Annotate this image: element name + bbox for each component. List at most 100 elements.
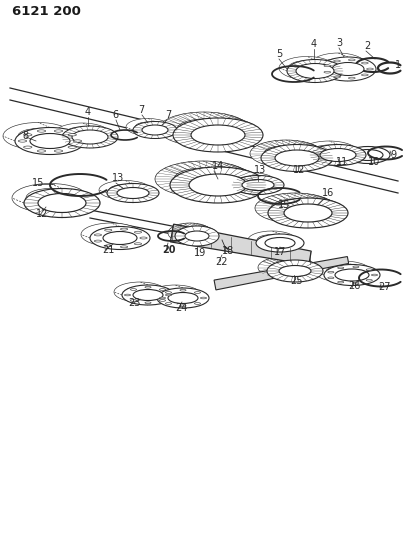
Ellipse shape <box>99 181 151 199</box>
Ellipse shape <box>54 130 63 132</box>
Ellipse shape <box>232 175 284 195</box>
Text: 4: 4 <box>311 39 317 49</box>
Ellipse shape <box>256 234 304 252</box>
Ellipse shape <box>12 183 88 213</box>
Ellipse shape <box>133 289 163 301</box>
Text: 17: 17 <box>274 247 286 257</box>
Ellipse shape <box>270 262 302 273</box>
Ellipse shape <box>94 228 128 241</box>
Ellipse shape <box>117 188 149 198</box>
Text: 13: 13 <box>254 165 266 175</box>
Ellipse shape <box>255 193 335 223</box>
Text: 11: 11 <box>336 157 348 167</box>
Ellipse shape <box>361 62 368 64</box>
Ellipse shape <box>160 297 166 299</box>
Text: 12: 12 <box>293 165 305 175</box>
Ellipse shape <box>165 303 172 304</box>
Ellipse shape <box>265 238 295 248</box>
Ellipse shape <box>320 57 376 81</box>
Ellipse shape <box>310 144 366 166</box>
Ellipse shape <box>271 199 319 217</box>
Ellipse shape <box>279 56 335 79</box>
Ellipse shape <box>140 237 147 239</box>
Ellipse shape <box>338 267 344 269</box>
Ellipse shape <box>131 300 137 301</box>
Ellipse shape <box>103 231 137 245</box>
Ellipse shape <box>178 228 202 238</box>
Ellipse shape <box>18 140 27 142</box>
Ellipse shape <box>168 293 198 303</box>
Ellipse shape <box>275 150 319 166</box>
Ellipse shape <box>30 133 70 149</box>
Ellipse shape <box>348 59 355 61</box>
Ellipse shape <box>126 118 170 135</box>
Text: 7: 7 <box>138 105 144 115</box>
Ellipse shape <box>367 68 373 70</box>
Ellipse shape <box>160 289 166 290</box>
Ellipse shape <box>322 59 354 71</box>
Ellipse shape <box>94 234 102 236</box>
Text: 12: 12 <box>36 209 49 219</box>
Ellipse shape <box>38 193 86 213</box>
Ellipse shape <box>149 285 201 305</box>
Ellipse shape <box>120 246 128 248</box>
Ellipse shape <box>107 183 159 203</box>
Ellipse shape <box>37 150 46 152</box>
Ellipse shape <box>311 145 347 158</box>
Ellipse shape <box>287 60 343 83</box>
Ellipse shape <box>15 127 85 155</box>
Text: 8: 8 <box>22 131 28 141</box>
Ellipse shape <box>170 167 266 203</box>
Ellipse shape <box>157 288 209 308</box>
Ellipse shape <box>120 228 128 230</box>
Ellipse shape <box>353 149 383 160</box>
Ellipse shape <box>114 282 166 302</box>
Ellipse shape <box>189 174 247 196</box>
Ellipse shape <box>18 128 58 143</box>
Text: 14: 14 <box>212 161 224 171</box>
Ellipse shape <box>125 287 155 297</box>
Ellipse shape <box>73 140 82 142</box>
Text: 6121 200: 6121 200 <box>12 5 81 18</box>
Ellipse shape <box>248 231 296 249</box>
Text: 15: 15 <box>32 178 44 188</box>
Ellipse shape <box>324 264 380 286</box>
Text: 20: 20 <box>162 245 175 255</box>
Ellipse shape <box>191 125 245 145</box>
Ellipse shape <box>324 71 331 73</box>
Ellipse shape <box>320 149 356 161</box>
Ellipse shape <box>131 289 137 290</box>
Ellipse shape <box>24 146 32 148</box>
Ellipse shape <box>261 144 333 172</box>
Ellipse shape <box>371 274 377 276</box>
Ellipse shape <box>68 146 76 148</box>
Ellipse shape <box>310 53 366 77</box>
Ellipse shape <box>334 76 340 78</box>
Ellipse shape <box>3 123 73 149</box>
Ellipse shape <box>135 122 161 132</box>
Text: 15: 15 <box>278 200 290 210</box>
Text: 5: 5 <box>276 49 282 59</box>
Ellipse shape <box>134 231 142 233</box>
Text: 23: 23 <box>128 298 140 308</box>
Ellipse shape <box>104 245 112 247</box>
Text: 1: 1 <box>395 60 401 70</box>
Text: 2: 2 <box>364 41 370 51</box>
Ellipse shape <box>72 130 108 144</box>
Ellipse shape <box>268 198 348 228</box>
Ellipse shape <box>159 112 249 146</box>
Ellipse shape <box>155 161 251 197</box>
Ellipse shape <box>180 289 186 291</box>
Ellipse shape <box>353 266 359 268</box>
Text: 25: 25 <box>290 276 302 286</box>
Ellipse shape <box>90 227 150 249</box>
Text: 3: 3 <box>336 38 342 48</box>
Ellipse shape <box>177 119 231 139</box>
Ellipse shape <box>165 294 172 296</box>
Ellipse shape <box>324 65 331 67</box>
Text: 22: 22 <box>215 257 228 267</box>
Ellipse shape <box>242 180 274 190</box>
Ellipse shape <box>284 204 332 222</box>
Polygon shape <box>214 256 349 290</box>
Ellipse shape <box>109 184 141 196</box>
